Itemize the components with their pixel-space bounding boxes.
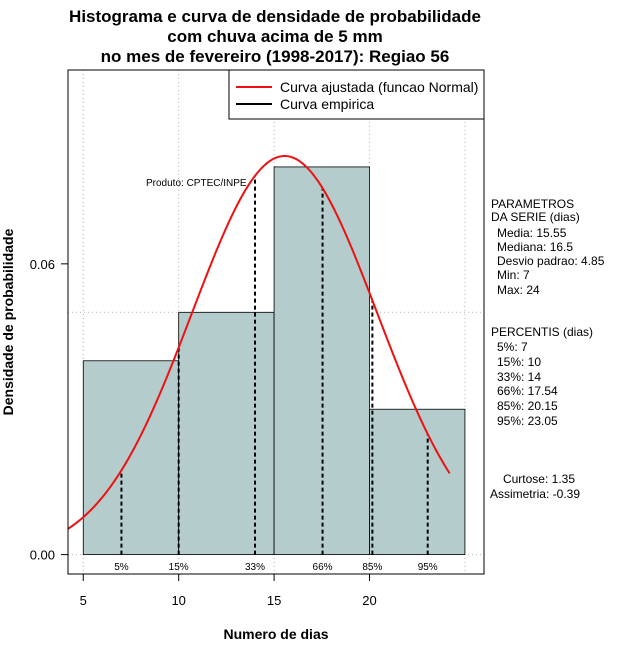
y-tick-label: 0.06 [30, 257, 55, 272]
parametros-header-2: DA SERIE (dias) [491, 210, 580, 224]
percentis-line: 85%: 20.15 [497, 399, 558, 413]
x-axis-title: Numero de dias [223, 626, 328, 642]
percentis-line: 95%: 23.05 [497, 414, 558, 428]
parametros-line: Min: 7 [497, 268, 530, 282]
y-axis-title: Densidade de probabilidade [0, 228, 16, 415]
x-tick-label: 15 [267, 593, 281, 608]
curtose-text: Curtose: 1.35 [503, 472, 575, 486]
percentile-labels: 5% 15% 33% 66% 85% 95% [114, 562, 438, 573]
fitted-curve [67, 155, 451, 530]
chart-title: Histograma e curva de densidade de proba… [69, 7, 481, 66]
percentis-line: 5%: 7 [497, 340, 528, 354]
assimetria-text: Assimetria: -0.39 [490, 487, 580, 501]
parametros-block: PARAMETROS DA SERIE (dias) Media: 15.55 … [491, 197, 605, 297]
title-line-2: com chuva acima de 5 mm [167, 27, 382, 46]
histogram-bars [82, 166, 466, 556]
percentile-lines [120, 175, 429, 555]
product-note: Produto: CPTEC/INPE [146, 178, 247, 189]
percentis-header: PERCENTIS (dias) [491, 325, 593, 339]
fitted-curve-layer [67, 155, 451, 530]
percentile-label: 15% [169, 562, 189, 573]
percentis-line: 66%: 17.54 [497, 384, 558, 398]
legend-label-fitted: Curva ajustada (funcao Normal) [280, 79, 478, 95]
legend-label-empirical: Curva empirica [280, 96, 374, 112]
percentile-label: 85% [362, 562, 382, 573]
title-line-3: no mes de fevereiro (1998-2017): Regiao … [101, 47, 450, 66]
x-tick-label: 5 [80, 593, 87, 608]
parametros-header-1: PARAMETROS [491, 197, 574, 211]
histogram-bar [82, 360, 180, 556]
percentile-label: 95% [418, 562, 438, 573]
parametros-line: Media: 15.55 [497, 226, 567, 240]
percentile-label: 66% [313, 562, 333, 573]
histogram-bar [369, 408, 466, 556]
percentile-label: 5% [114, 562, 129, 573]
legend-box [228, 69, 485, 120]
parametros-line: Desvio padrao: 4.85 [497, 254, 605, 268]
x-tick-label: 20 [362, 593, 376, 608]
percentis-line: 15%: 10 [497, 355, 541, 369]
axes: 5 10 15 20 0.00 0.06 [30, 257, 377, 608]
legend: Curva ajustada (funcao Normal) Curva emp… [228, 69, 485, 120]
histogram-bar [178, 311, 275, 556]
percentis-line: 33%: 14 [497, 370, 541, 384]
parametros-line: Max: 24 [497, 283, 540, 297]
percentile-label: 33% [245, 562, 265, 573]
percentis-block: PERCENTIS (dias) 5%: 7 15%: 10 33%: 14 6… [491, 325, 593, 428]
title-line-1: Histograma e curva de densidade de proba… [69, 7, 481, 26]
y-tick-label: 0.00 [30, 548, 55, 563]
parametros-line: Mediana: 16.5 [497, 240, 573, 254]
shape-block: Curtose: 1.35 Assimetria: -0.39 [490, 472, 580, 501]
x-tick-label: 10 [171, 593, 185, 608]
